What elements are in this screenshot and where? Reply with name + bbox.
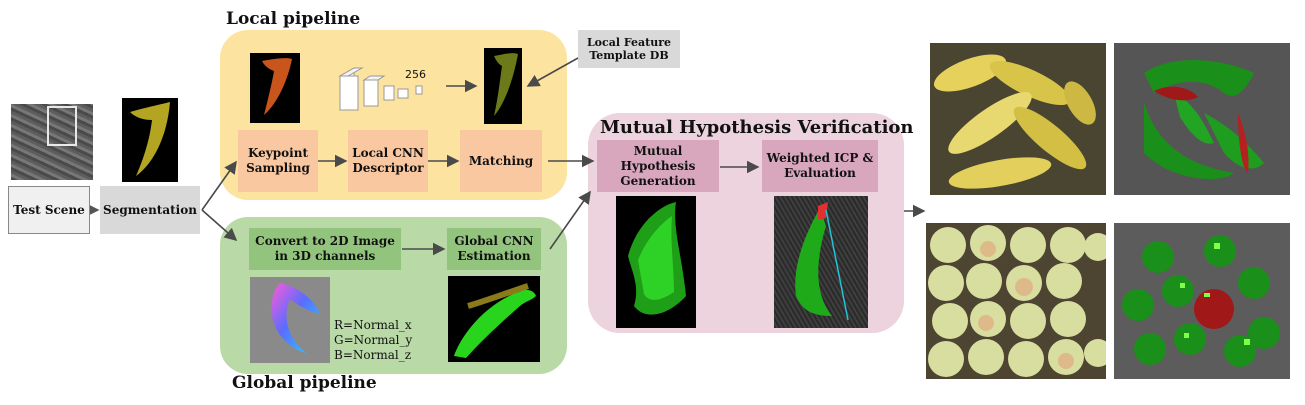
arrow-db-to-match-image [526,57,579,87]
matching-image [484,48,522,124]
output-banana-scene [930,43,1106,195]
dimension-label: 256 [405,68,426,81]
keypoint-banana-shape [262,58,292,115]
channel-b-label: B=Normal_z [334,348,412,362]
banana-result-shapes [1114,43,1290,195]
icp-banana-shape [795,202,849,321]
convert-2d-box: Convert to 2D Image in 3D channels [249,228,401,270]
mutual-hypothesis-generation-box: Mutual Hypothesis Generation [597,140,719,192]
icp-evaluation-image [774,196,868,328]
normal-map-image [250,277,330,363]
output-apple-result [1114,223,1290,379]
arrow-seg-to-convert [201,209,238,242]
keypoint-sampling-box: Keypoint Sampling [238,130,318,192]
matching-box: Matching [460,130,542,192]
test-scene-box: Test Scene [8,186,90,234]
global-estimation-image [448,276,540,362]
output-apple-scene [926,223,1106,379]
hypothesis-image [616,196,696,328]
segmented-banana-shape [130,102,170,176]
local-pipeline-title: Local pipeline [226,9,361,29]
apple-result-shapes [1114,223,1290,379]
channel-r-label: R=Normal_x [334,318,412,332]
keypoint-image [250,53,300,123]
mhv-title: Mutual Hypothesis Verification [600,117,914,138]
scene-selection-rect [47,106,77,146]
output-banana-result [1114,43,1290,195]
channel-g-label: G=Normal_y [334,333,413,347]
global-pipeline-title: Global pipeline [232,373,377,393]
segmentation-image [122,98,178,182]
weighted-icp-box: Weighted ICP & Evaluation [762,140,878,192]
global-cnn-estimation-box: Global CNN Estimation [447,228,541,270]
apple-crate-shapes [926,223,1106,379]
arrow-global-to-mhv [549,190,591,250]
global-pose-banana-shape [454,283,536,358]
banana-bunch-shapes [930,43,1106,195]
segmentation-box: Segmentation [100,186,200,234]
local-cnn-descriptor-box: Local CNN Descriptor [348,130,428,192]
test-scene-image [11,104,93,180]
normal-map-banana-shape [271,283,320,353]
arrow-seg-to-keypoint [201,160,237,211]
matched-banana-shape [494,53,518,116]
hypothesis-cloud-shape [628,202,686,315]
cnn-architecture-icon [338,67,423,111]
template-db-box: Local Feature Template DB [578,30,680,68]
